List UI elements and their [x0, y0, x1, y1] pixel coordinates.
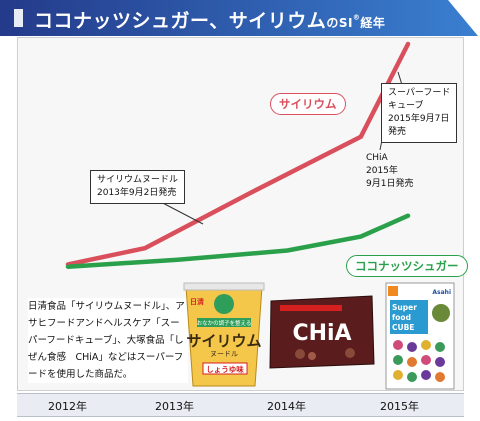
- x-tick-label: 2012年: [48, 400, 87, 413]
- x-tick-label: 2014年: [267, 400, 306, 413]
- series-label-psyllium: サイリウム: [270, 93, 346, 115]
- x-axis-bar: [17, 393, 464, 417]
- series-label-coconut-sugar: ココナッツシュガー: [346, 255, 468, 277]
- series-line-psyllium: [65, 41, 411, 267]
- annotation-noodle: サイリウムヌードル 2013年9月2日発売: [90, 170, 186, 204]
- caption-note: 日清食品「サイリウムヌードル」、アサヒフードアンドヘルスケア「スーパーフードキュ…: [28, 298, 188, 383]
- leader-noodle: [156, 199, 204, 225]
- chart-title: ココナッツシュガー、サイリウムのSI®経年: [34, 10, 386, 32]
- x-tick-label: 2015年: [380, 400, 419, 413]
- series-line-coconut-sugar: [65, 213, 411, 269]
- annotation-chia: CHiA 2015年 9月1日発売: [362, 150, 418, 193]
- annotation-superfood-cube: スーパーフード キューブ 2015年9月7日 発売: [381, 83, 458, 143]
- header-banner: [0, 0, 478, 36]
- x-tick-label: 2013年: [155, 400, 194, 413]
